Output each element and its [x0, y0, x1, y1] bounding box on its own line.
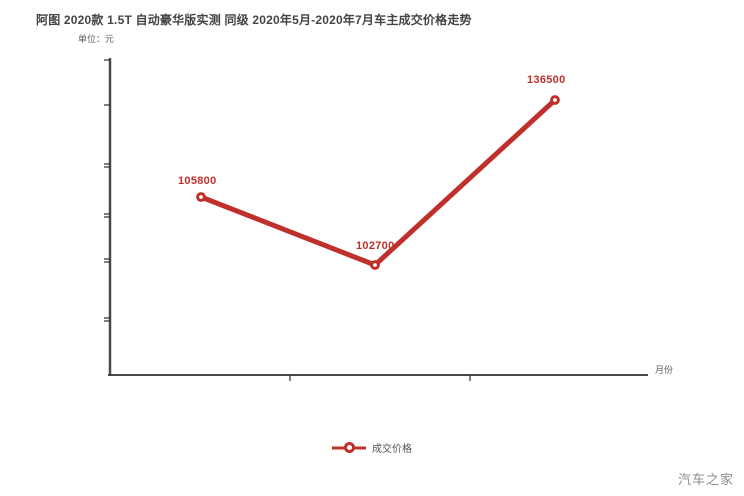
data-label-1: 102700 [356, 240, 395, 252]
data-point-markers [196, 95, 560, 270]
chart-title: 阿图 2020款 1.5T 自动豪华版实测 同级 2020年5月-2020年7月… [36, 13, 472, 27]
y-axis-unit-label: 单位：元 [78, 34, 115, 44]
data-point-0 [196, 192, 206, 202]
legend-circle-icon [343, 442, 355, 453]
x-axis-ticks [289, 375, 471, 381]
data-point-1 [370, 260, 380, 270]
x-axis-unit-label: 月份 [655, 365, 674, 375]
chart-legend: 成交价格 [0, 440, 744, 455]
data-point-2 [550, 95, 560, 105]
data-label-0: 105800 [178, 175, 217, 187]
y-axis-ticks [104, 59, 110, 322]
watermark: 汽车之家 [677, 472, 734, 487]
data-label-2: 136500 [527, 74, 566, 86]
legend-marker-icon [332, 442, 366, 454]
legend-item-label[interactable]: 成交价格 [372, 444, 412, 455]
